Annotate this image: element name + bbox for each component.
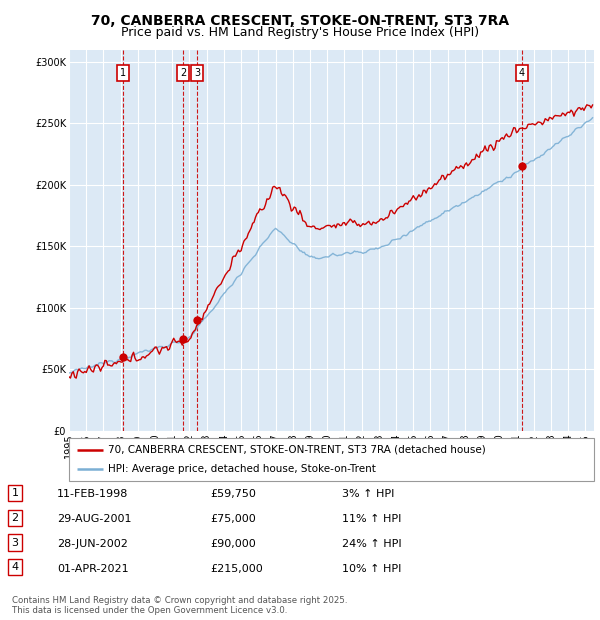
Text: 10% ↑ HPI: 10% ↑ HPI (342, 564, 401, 574)
Text: £59,750: £59,750 (210, 489, 256, 499)
Text: 3: 3 (194, 68, 200, 78)
Text: 3% ↑ HPI: 3% ↑ HPI (342, 489, 394, 499)
Text: 2: 2 (11, 513, 19, 523)
Text: 29-AUG-2001: 29-AUG-2001 (57, 514, 131, 524)
Text: £90,000: £90,000 (210, 539, 256, 549)
Text: Contains HM Land Registry data © Crown copyright and database right 2025.
This d: Contains HM Land Registry data © Crown c… (12, 596, 347, 615)
Text: 28-JUN-2002: 28-JUN-2002 (57, 539, 128, 549)
Text: 1: 1 (120, 68, 126, 78)
Text: 24% ↑ HPI: 24% ↑ HPI (342, 539, 401, 549)
Text: 11-FEB-1998: 11-FEB-1998 (57, 489, 128, 499)
Text: 01-APR-2021: 01-APR-2021 (57, 564, 128, 574)
Text: £215,000: £215,000 (210, 564, 263, 574)
Text: 3: 3 (11, 538, 19, 547)
Text: 70, CANBERRA CRESCENT, STOKE-ON-TRENT, ST3 7RA (detached house): 70, CANBERRA CRESCENT, STOKE-ON-TRENT, S… (109, 445, 486, 454)
Text: 4: 4 (518, 68, 524, 78)
Text: Price paid vs. HM Land Registry's House Price Index (HPI): Price paid vs. HM Land Registry's House … (121, 26, 479, 39)
Text: 2: 2 (180, 68, 186, 78)
Text: 1: 1 (11, 488, 19, 498)
Text: £75,000: £75,000 (210, 514, 256, 524)
Text: 11% ↑ HPI: 11% ↑ HPI (342, 514, 401, 524)
FancyBboxPatch shape (69, 438, 594, 480)
Text: 70, CANBERRA CRESCENT, STOKE-ON-TRENT, ST3 7RA: 70, CANBERRA CRESCENT, STOKE-ON-TRENT, S… (91, 14, 509, 28)
Text: HPI: Average price, detached house, Stoke-on-Trent: HPI: Average price, detached house, Stok… (109, 464, 376, 474)
Text: 4: 4 (11, 562, 19, 572)
